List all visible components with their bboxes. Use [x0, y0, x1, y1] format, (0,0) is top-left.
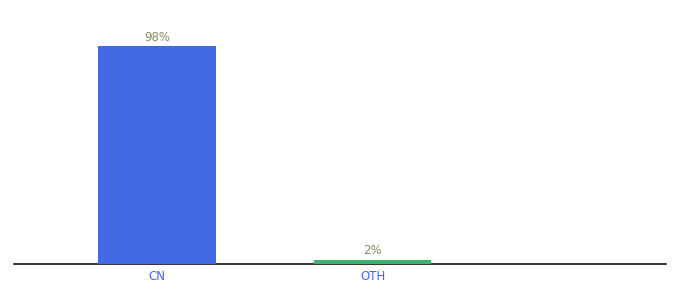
Bar — [314, 260, 431, 264]
Text: 98%: 98% — [144, 31, 170, 44]
Text: 2%: 2% — [363, 244, 382, 257]
Bar — [99, 46, 216, 264]
